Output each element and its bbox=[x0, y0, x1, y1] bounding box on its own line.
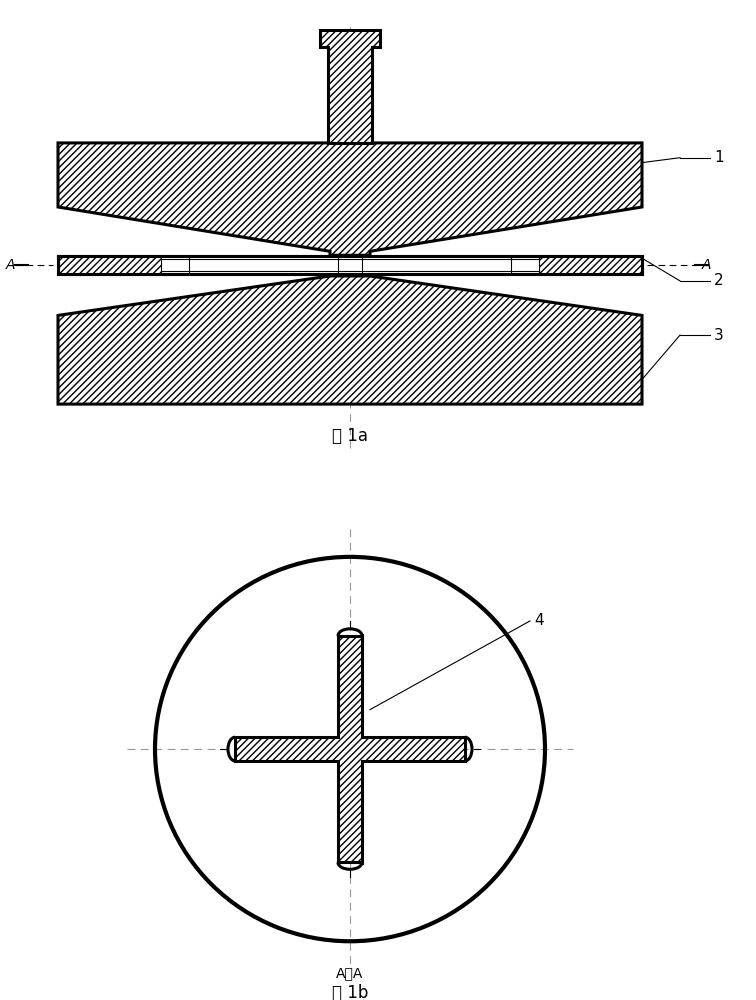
Text: 图 1a: 图 1a bbox=[332, 427, 368, 445]
Text: 1: 1 bbox=[714, 150, 723, 165]
Polygon shape bbox=[320, 30, 380, 143]
Text: A: A bbox=[5, 258, 15, 272]
Text: 图 1b: 图 1b bbox=[332, 984, 368, 1000]
Bar bbox=[58, 256, 161, 274]
Bar bbox=[58, 256, 642, 274]
Polygon shape bbox=[58, 276, 642, 404]
Polygon shape bbox=[58, 143, 642, 255]
Polygon shape bbox=[235, 636, 465, 862]
Text: A－A: A－A bbox=[336, 966, 364, 980]
Text: A: A bbox=[702, 258, 711, 272]
Bar bbox=[161, 256, 539, 274]
Text: 4: 4 bbox=[534, 613, 544, 628]
Text: 2: 2 bbox=[714, 273, 723, 288]
Bar bbox=[539, 256, 642, 274]
Text: 3: 3 bbox=[714, 328, 723, 343]
